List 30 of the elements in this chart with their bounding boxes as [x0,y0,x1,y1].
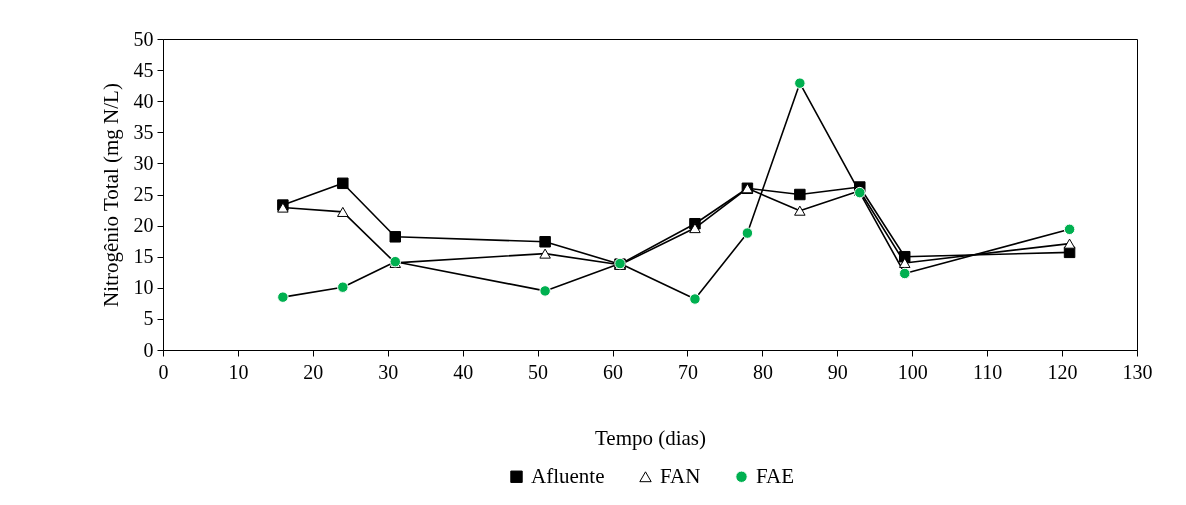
y-axis-title: Nitrogênio Total (mg N/L) [98,83,123,307]
x-tick-label: 90 [827,360,848,383]
x-tick-label: 60 [603,360,624,383]
legend-label: Afluente [531,463,605,488]
y-tick-label: 35 [133,120,154,143]
x-tick-label: 110 [973,360,1003,383]
y-tick-label: 50 [133,27,154,50]
y-tick-label: 20 [133,214,154,237]
y-tick-label: 10 [133,276,154,299]
legend-label: FAN [660,463,701,488]
x-tick-label: 80 [752,360,773,383]
y-tick-label: 15 [133,245,154,268]
x-tick-label: 70 [677,360,698,383]
x-tick-label: 120 [1047,360,1078,383]
x-tick-label: 130 [1122,360,1153,383]
x-tick-label: 20 [303,360,324,383]
x-tick-label: 10 [228,360,249,383]
y-tick-label: 30 [133,151,154,174]
y-tick-label: 40 [133,89,154,112]
x-tick-label: 0 [158,360,169,383]
x-tick-label: 50 [528,360,549,383]
y-tick-label: 5 [143,307,154,330]
x-tick-label: 100 [897,360,928,383]
y-tick-label: 25 [133,183,154,205]
y-tick-label: 0 [143,338,154,361]
legend-label: FAE [756,463,795,488]
x-tick-label: 40 [453,360,474,383]
x-axis-title: Tempo (dias) [594,425,707,450]
x-tick-label: 30 [378,360,399,383]
y-tick-label: 45 [133,58,154,81]
